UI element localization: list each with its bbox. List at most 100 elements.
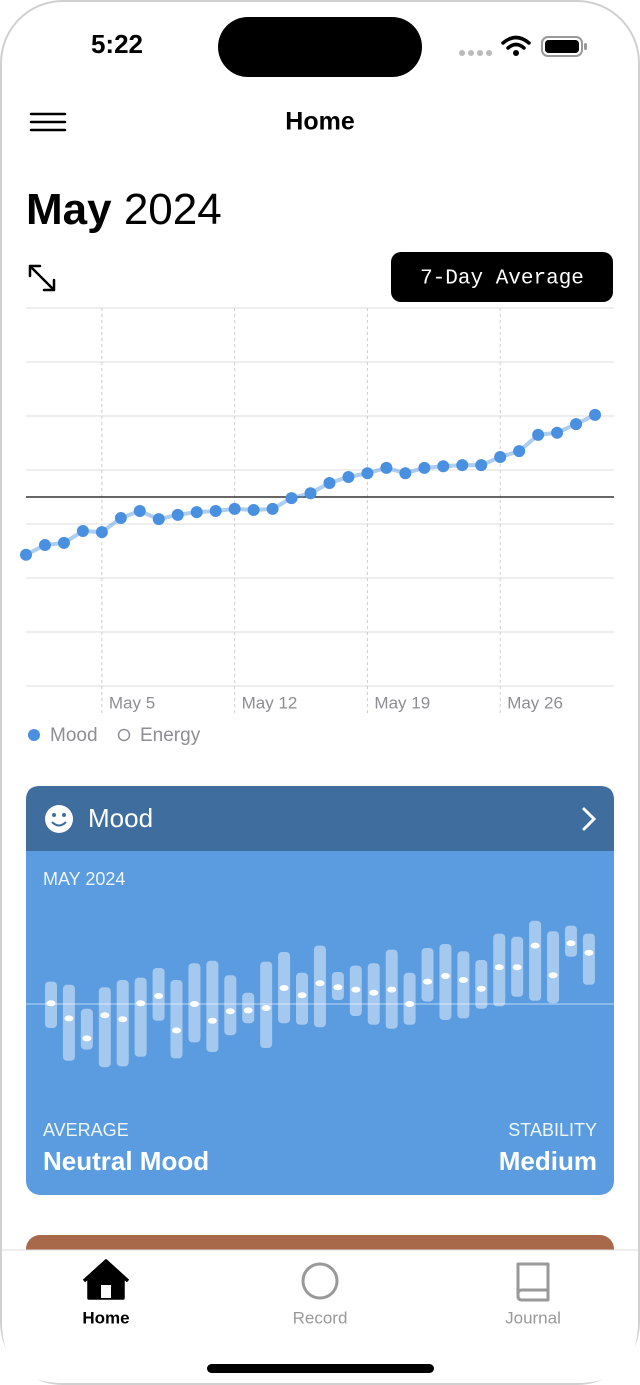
range-bar bbox=[547, 931, 560, 1004]
tab-record[interactable]: Record bbox=[293, 1262, 348, 1327]
range-bar bbox=[206, 960, 219, 1052]
range-bar bbox=[421, 948, 434, 1002]
smiley-icon bbox=[45, 805, 73, 833]
status-time: 5:22 bbox=[91, 29, 143, 59]
stability-value: Medium bbox=[499, 1146, 597, 1176]
data-point bbox=[76, 525, 89, 538]
average-dot bbox=[261, 1005, 271, 1011]
expand-button[interactable] bbox=[28, 264, 56, 292]
data-point bbox=[304, 487, 317, 500]
range-bar bbox=[529, 920, 542, 1001]
data-point bbox=[342, 471, 355, 484]
average-dot bbox=[46, 1000, 56, 1007]
data-point bbox=[532, 428, 545, 441]
tab-home[interactable]: Home bbox=[82, 1259, 130, 1327]
data-point bbox=[247, 503, 260, 516]
data-point bbox=[285, 492, 298, 505]
wifi-icon bbox=[501, 35, 531, 50]
data-point bbox=[513, 445, 526, 458]
average-dot bbox=[494, 964, 504, 971]
legend-marker bbox=[28, 729, 40, 741]
range-bar bbox=[260, 961, 273, 1048]
average-dot bbox=[118, 1016, 128, 1023]
data-point bbox=[323, 476, 336, 489]
average-dot bbox=[405, 1001, 415, 1007]
average-dot bbox=[584, 949, 594, 956]
average-dot bbox=[530, 942, 540, 949]
data-point bbox=[133, 505, 146, 518]
data-point bbox=[20, 548, 32, 561]
range-bar bbox=[98, 987, 111, 1068]
average-dot bbox=[189, 1001, 199, 1007]
data-point bbox=[95, 526, 108, 539]
average-dot bbox=[225, 1008, 235, 1015]
mood-card[interactable]: Mood MAY 2024 AVERAGE Neutral Mood STABI… bbox=[26, 786, 614, 1195]
average-dot bbox=[476, 985, 486, 992]
average-value: Neutral Mood bbox=[43, 1146, 209, 1176]
x-tick-label: May 12 bbox=[242, 693, 298, 712]
legend-label: Mood bbox=[50, 725, 98, 746]
range-bar bbox=[313, 945, 326, 1028]
average-dot bbox=[154, 993, 164, 999]
month-heading: May 2024 bbox=[26, 185, 222, 234]
average-button[interactable]: 7-Day Average bbox=[391, 252, 613, 302]
chevron bbox=[582, 807, 597, 831]
data-point bbox=[114, 512, 127, 525]
data-point bbox=[361, 467, 374, 480]
range-bar bbox=[475, 960, 488, 1009]
month: May bbox=[26, 185, 112, 234]
tab-label: Home bbox=[82, 1308, 129, 1327]
data-point bbox=[190, 506, 203, 519]
menu-button[interactable] bbox=[29, 112, 67, 132]
average-dot bbox=[243, 1007, 253, 1014]
range-bar bbox=[403, 972, 416, 1025]
mood-range-chart bbox=[26, 920, 614, 1068]
tab-bar bbox=[2, 1250, 638, 1383]
data-point bbox=[456, 459, 469, 472]
data-point bbox=[418, 461, 431, 474]
card-header bbox=[26, 786, 614, 851]
record-icon bbox=[301, 1262, 339, 1300]
home-indicator bbox=[207, 1364, 434, 1373]
average-dot bbox=[172, 1027, 182, 1034]
average-dot bbox=[440, 973, 450, 979]
x-tick-label: May 26 bbox=[507, 693, 563, 712]
range-bar bbox=[80, 1008, 93, 1050]
data-point bbox=[57, 536, 70, 549]
button-background bbox=[391, 252, 613, 302]
average-label: AVERAGE bbox=[43, 1120, 129, 1140]
average-dot bbox=[64, 1015, 74, 1022]
smiley-eye bbox=[52, 813, 56, 817]
data-point bbox=[380, 461, 393, 474]
data-point bbox=[399, 467, 412, 480]
data-point bbox=[551, 426, 564, 439]
tab-journal[interactable]: Journal bbox=[505, 1262, 561, 1327]
average-dot bbox=[423, 978, 433, 985]
nav-title: Home bbox=[285, 108, 355, 136]
dynamic-island bbox=[218, 17, 422, 77]
x-tick-label: May 5 bbox=[109, 693, 155, 712]
home-icon-fill bbox=[89, 1263, 123, 1298]
data-point bbox=[209, 505, 222, 518]
average-dot bbox=[100, 1012, 110, 1019]
wifi-dot bbox=[513, 50, 519, 56]
average-dot bbox=[315, 980, 325, 987]
average-dot bbox=[566, 940, 576, 947]
data-point bbox=[266, 502, 279, 515]
average-dot bbox=[512, 964, 522, 971]
range-bar bbox=[224, 975, 237, 1036]
mood-line-chart: May 5 May 12 May 19 May 26 Mood Energy bbox=[20, 307, 614, 746]
range-bar bbox=[296, 972, 309, 1025]
battery-tip bbox=[584, 43, 587, 50]
average-dot bbox=[297, 992, 307, 999]
data-point bbox=[437, 460, 450, 473]
range-bar bbox=[439, 944, 452, 1020]
range-bar bbox=[582, 933, 595, 985]
average-dot bbox=[279, 985, 289, 991]
button-label: 7-Day Average bbox=[420, 268, 584, 291]
range-bar bbox=[116, 980, 129, 1067]
average-dot bbox=[136, 1000, 146, 1007]
battery bbox=[541, 36, 583, 57]
year: 2024 bbox=[124, 185, 222, 234]
